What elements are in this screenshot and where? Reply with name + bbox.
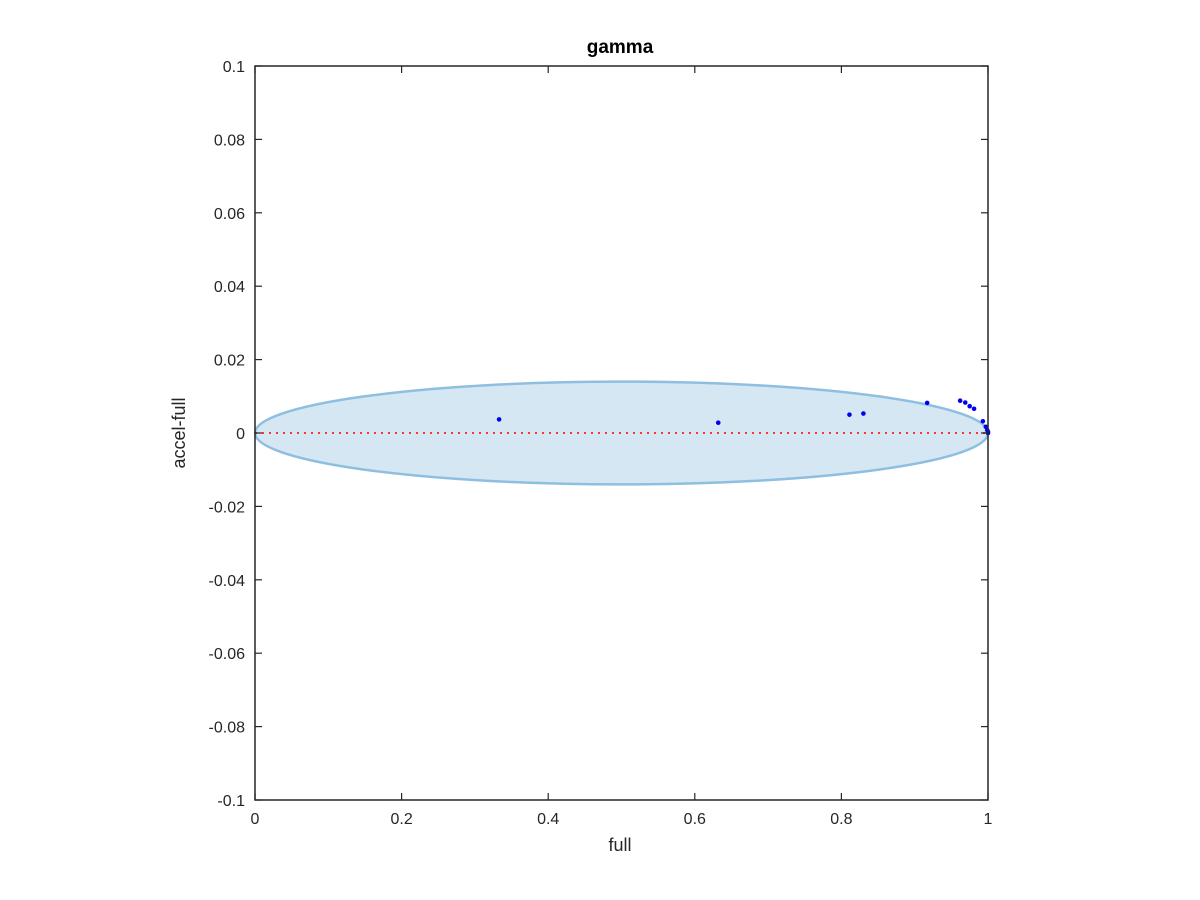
y-tick-label-7: -0.04 bbox=[209, 573, 246, 590]
y-tick-label-10: -0.1 bbox=[217, 793, 245, 810]
y-tick-label-2: 0.06 bbox=[214, 206, 245, 223]
data-point-1 bbox=[715, 420, 721, 426]
y-tick-label-0: 0.1 bbox=[223, 59, 245, 76]
chart-title: gamma bbox=[587, 37, 654, 58]
labels-layer: gamma full accel-full bbox=[169, 37, 654, 855]
y-tick-label-4: 0.02 bbox=[214, 353, 245, 370]
data-point-4 bbox=[924, 400, 930, 406]
y-tick-label-1: 0.08 bbox=[214, 132, 245, 149]
y-tick-label-5: 0 bbox=[236, 426, 245, 443]
y-tick-label-6: -0.02 bbox=[209, 499, 246, 516]
x-axis-label: full bbox=[608, 835, 631, 855]
plot-area bbox=[253, 380, 991, 486]
data-point-7 bbox=[967, 403, 972, 409]
data-point-3 bbox=[861, 411, 866, 416]
x-tick-label-1: 0.2 bbox=[390, 811, 412, 828]
y-tick-label-8: -0.06 bbox=[209, 646, 246, 663]
y-tick-label-3: 0.04 bbox=[214, 279, 245, 296]
data-point-2 bbox=[847, 412, 852, 417]
data-point-9 bbox=[980, 418, 986, 424]
data-point-8 bbox=[971, 406, 977, 412]
x-tick-label-5: 1 bbox=[984, 811, 993, 828]
axes-layer: 0 0.2 0.4 0.6 0.8 1 0.1 0.08 0.06 0.04 0.02 0 -0.02 -… bbox=[209, 59, 993, 828]
y-axis-label: accel-full bbox=[169, 397, 189, 468]
x-tick-label-0: 0 bbox=[251, 811, 260, 828]
data-point-5 bbox=[957, 398, 963, 404]
data-point-0 bbox=[496, 417, 502, 422]
x-tick-label-4: 0.8 bbox=[830, 811, 852, 828]
y-tick-label-9: -0.08 bbox=[209, 720, 246, 737]
data-point-6 bbox=[962, 400, 968, 405]
x-tick-label-3: 0.6 bbox=[684, 811, 706, 828]
x-tick-label-2: 0.4 bbox=[537, 811, 559, 828]
